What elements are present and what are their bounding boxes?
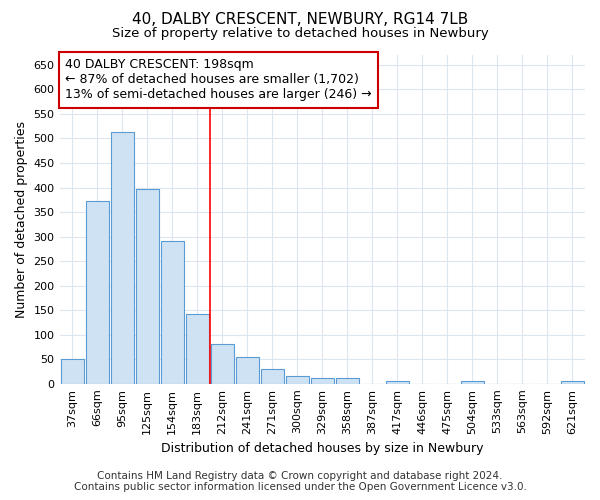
Bar <box>61 359 83 384</box>
Bar <box>261 369 284 384</box>
Bar <box>386 382 409 384</box>
Bar <box>286 376 309 384</box>
Bar <box>161 241 184 384</box>
Y-axis label: Number of detached properties: Number of detached properties <box>15 121 28 318</box>
Bar <box>136 189 158 384</box>
Text: Contains HM Land Registry data © Crown copyright and database right 2024.
Contai: Contains HM Land Registry data © Crown c… <box>74 471 526 492</box>
Bar <box>336 378 359 384</box>
Bar <box>311 378 334 384</box>
Text: 40, DALBY CRESCENT, NEWBURY, RG14 7LB: 40, DALBY CRESCENT, NEWBURY, RG14 7LB <box>132 12 468 28</box>
Text: 40 DALBY CRESCENT: 198sqm
← 87% of detached houses are smaller (1,702)
13% of se: 40 DALBY CRESCENT: 198sqm ← 87% of detac… <box>65 58 371 102</box>
Bar <box>185 314 209 384</box>
Bar <box>461 382 484 384</box>
Bar <box>211 344 233 384</box>
Bar <box>110 132 134 384</box>
Bar <box>236 357 259 384</box>
Bar <box>86 201 109 384</box>
X-axis label: Distribution of detached houses by size in Newbury: Distribution of detached houses by size … <box>161 442 484 455</box>
Text: Size of property relative to detached houses in Newbury: Size of property relative to detached ho… <box>112 28 488 40</box>
Bar <box>561 382 584 384</box>
